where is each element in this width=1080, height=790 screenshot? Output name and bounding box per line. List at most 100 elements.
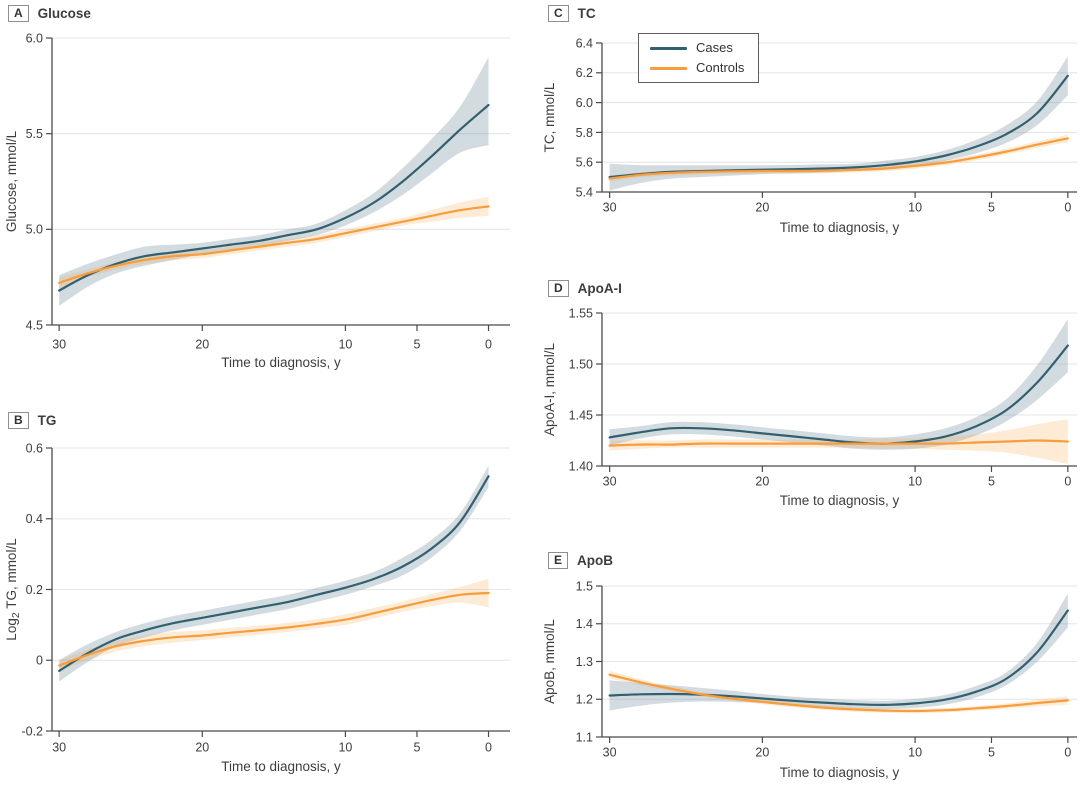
y-tick-label: 1.40: [569, 459, 593, 473]
panel-a-header: A Glucose: [8, 5, 91, 22]
y-tick-label: 1.5: [576, 579, 593, 593]
x-tick-label: 30: [603, 745, 617, 759]
y-tick-label: 6.0: [26, 31, 43, 45]
panel-d-title: ApoA-I: [577, 281, 622, 296]
panel-apob: E ApoB 1.1 1.2 1.3 1.4 1.5 30 20 10 5 0 Time to di…: [540, 530, 1080, 790]
tc-chart: 5.4 5.6 5.8 6.0 6.2 6.4 30 20 10 5 0 Time to diagno…: [542, 36, 1077, 235]
x-tick-label: 30: [52, 740, 66, 754]
y-tick-label: 6.2: [576, 66, 593, 80]
y-tick-label: 5.0: [26, 223, 43, 237]
cases-line: [608, 344, 1069, 445]
x-tick-label: 20: [195, 740, 209, 754]
x-tick-label: 5: [413, 337, 420, 351]
cases-confidence-band: [609, 56, 1068, 191]
controls-line: [608, 673, 1069, 713]
panel-apoa1: D ApoA-I 1.40 1.45 1.50 1.55 30 20 10 5 0 Time to…: [540, 250, 1080, 530]
x-tick-label: 10: [908, 200, 922, 214]
y-tick-label: -0.2: [21, 724, 43, 738]
x-tick-label: 5: [988, 200, 995, 214]
cases-confidence-band: [609, 319, 1068, 450]
controls-line: [608, 137, 1069, 180]
x-tick-label: 0: [1064, 200, 1071, 214]
y-tick-label: 6.0: [576, 96, 593, 110]
x-tick-label: 10: [908, 745, 922, 759]
y-tick-label: 4.5: [26, 318, 43, 332]
y-tick-label: 1.2: [576, 693, 593, 707]
x-tick-label: 30: [603, 200, 617, 214]
panel-c-letter: C: [548, 5, 569, 22]
cases-confidence-band: [59, 465, 489, 682]
x-tick-label: 0: [485, 337, 492, 351]
y-tick-label: 1.45: [569, 408, 593, 422]
apoa1-chart: 1.40 1.45 1.50 1.55 30 20 10 5 0 Time to diagnosi…: [542, 306, 1077, 508]
y-tick-label: 5.4: [576, 185, 593, 199]
controls-line-swatch: [650, 66, 687, 70]
x-tick-label: 5: [988, 474, 995, 488]
panel-d-letter: D: [548, 280, 569, 297]
y-tick-label: 0: [36, 654, 43, 668]
y-tick-label: 5.8: [576, 126, 593, 140]
x-tick-label: 30: [603, 474, 617, 488]
apob-chart: 1.1 1.2 1.3 1.4 1.5 30 20 10 5 0 Time to diagnosis…: [542, 579, 1077, 780]
cases-line-swatch: [650, 46, 687, 50]
legend-row-controls: Controls: [650, 61, 744, 75]
controls-line: [608, 439, 1069, 447]
panel-c-header: C TC: [548, 5, 596, 22]
x-tick-label: 10: [338, 337, 352, 351]
glucose-chart: 4.5 5.0 5.5 6.0 30 20 10 5 0 Time to diagnosis, y…: [4, 31, 510, 370]
y-tick-label: 1.1: [576, 730, 593, 744]
controls-confidence-band: [59, 578, 489, 671]
panel-tg: B TG -0.2 0 0.2 0.4 0.6 30 20 10 5 0 Time to diagn…: [0, 395, 540, 790]
cases-confidence-band: [609, 593, 1068, 711]
x-tick-label: 0: [1064, 745, 1071, 759]
x-tick-label: 0: [485, 740, 492, 754]
panel-b-letter: B: [8, 412, 29, 429]
legend: Cases Controls: [638, 33, 760, 83]
y-axis-label: TC, mmol/L: [542, 82, 557, 152]
y-tick-label: 6.4: [576, 36, 593, 50]
x-axis-label: Time to diagnosis, y: [780, 765, 900, 780]
cases-line: [58, 103, 490, 292]
x-tick-label: 0: [1064, 474, 1071, 488]
x-axis-label: Time to diagnosis, y: [780, 220, 900, 235]
cases-line: [608, 609, 1069, 707]
controls-confidence-band: [59, 196, 489, 289]
y-tick-label: 5.5: [26, 127, 43, 141]
tg-chart: -0.2 0 0.2 0.4 0.6 30 20 10 5 0 Time to diagnosis,…: [4, 441, 510, 774]
y-tick-label: 1.55: [569, 306, 593, 320]
panel-a-title: Glucose: [37, 6, 91, 21]
y-tick-label: 1.4: [576, 617, 593, 631]
y-axis-label: Glucose, mmol/L: [4, 130, 19, 232]
panel-d-header: D ApoA-I: [548, 280, 622, 297]
y-tick-label: 0.6: [26, 441, 43, 455]
x-tick-label: 20: [195, 337, 209, 351]
y-tick-label: 0.4: [26, 512, 43, 526]
y-axis-label: Log2 TG, mmol/L: [4, 538, 22, 641]
x-tick-label: 20: [755, 474, 769, 488]
panel-e-title: ApoB: [577, 553, 614, 568]
panel-e-letter: E: [548, 552, 569, 569]
y-tick-label: 5.6: [576, 156, 593, 170]
cases-confidence-band: [59, 57, 489, 306]
y-tick-label: 1.50: [569, 357, 593, 371]
x-tick-label: 5: [988, 745, 995, 759]
y-axis-label: ApoA-I, mmol/L: [542, 342, 557, 436]
controls-line: [58, 205, 490, 284]
x-axis-label: Time to diagnosis, y: [221, 355, 341, 370]
x-tick-label: 20: [755, 200, 769, 214]
controls-line: [58, 591, 490, 667]
x-tick-label: 10: [338, 740, 352, 754]
x-axis-label: Time to diagnosis, y: [780, 493, 900, 508]
x-tick-label: 20: [755, 745, 769, 759]
x-tick-label: 10: [908, 474, 922, 488]
legend-row-cases: Cases: [650, 41, 744, 55]
panel-glucose: A Glucose 4.5 5.0 5.5 6.0 30 20 10 5 0 Time to di…: [0, 0, 540, 395]
cases-line: [58, 475, 490, 672]
x-tick-label: 5: [413, 740, 420, 754]
y-tick-label: 0.2: [26, 583, 43, 597]
panel-b-header: B TG: [8, 412, 56, 429]
panel-e-header: E ApoB: [548, 552, 613, 569]
panel-c-title: TC: [577, 6, 596, 21]
x-axis-label: Time to diagnosis, y: [221, 759, 341, 774]
